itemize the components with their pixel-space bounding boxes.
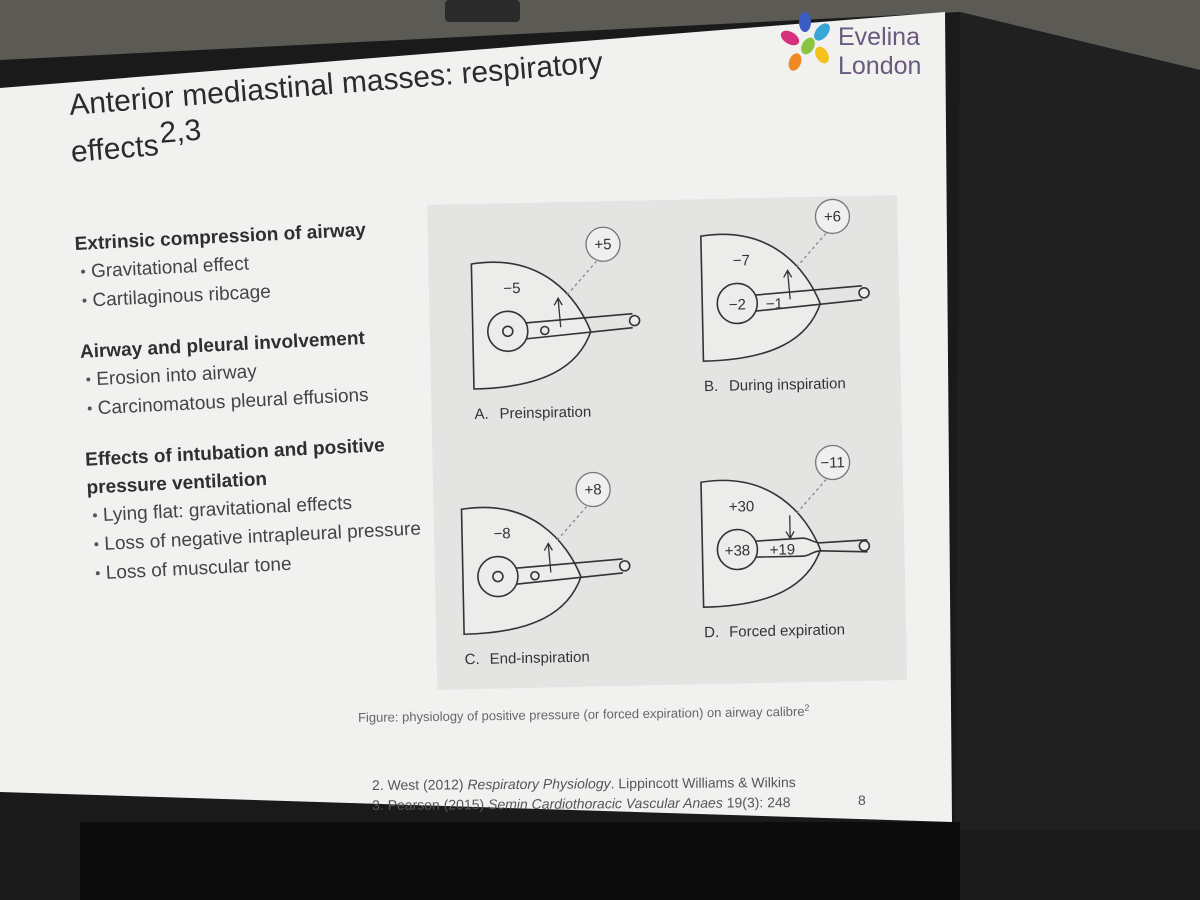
title-superscript: 2,3 [158,114,202,150]
panel-letter: C. [464,651,479,668]
alveolus [716,528,759,571]
arrow [785,515,795,540]
reference-part: 19(3): 248 [723,794,791,810]
reference-part: 3. Pearson (2015) [372,796,488,813]
bullet-dot [82,298,87,303]
reference: 2. West (2012) Respiratory Physiology. L… [372,774,796,793]
dashed-line [796,479,827,514]
logo-petal [814,23,830,41]
airway [755,537,868,558]
diagram: −11 +30 +38 +19 D. Forced expiration [700,444,871,641]
panel-caption: Preinspiration [499,404,591,423]
alveolus-marker [492,570,504,583]
bullet-dot [94,542,99,547]
reference-part: . Lippincott Williams & Wilkins [611,774,796,791]
airway [515,558,623,585]
arrow [553,296,563,328]
figure: +5 −5 A. Preinspiration +6 −7 −2 −1 B. During ins… [427,195,908,690]
diagram: +5 −5 A. Preinspiration [470,226,641,423]
outside-pressure: +6 [824,208,841,225]
logo: Evelina London [780,12,921,80]
panel-caption: End-inspiration [489,649,589,668]
panel-letter: D. [704,624,719,641]
logo-petal [788,53,802,71]
logo-petal [799,12,811,32]
caption-sup: 2 [804,703,809,713]
outside-pressure: +5 [594,236,611,253]
pleural-pressure: −5 [503,280,520,297]
logo-text: London [838,52,921,80]
bullet-dot [81,269,86,274]
arrow [783,269,793,300]
airway-end [628,314,641,327]
screen-frame [955,12,1200,830]
dashed-line [566,260,597,296]
figure-caption: Figure: physiology of positive pressure … [358,703,810,725]
panel-letter: A. [474,406,489,423]
pleural-pressure: +30 [729,498,755,516]
panel-letter: B. [704,378,719,395]
bullet-dot [86,377,91,382]
outside-pressure: −11 [820,454,845,472]
arrow [543,542,553,573]
diagram: +6 −7 −2 −1 B. During inspiration [700,198,870,395]
bullet-dot [92,513,97,518]
references: 2. West (2012) Respiratory Physiology. L… [372,774,796,813]
pressure-circle [814,444,851,481]
reference-part: 2. West (2012) [372,776,468,793]
diagram: +8 −8 C. End-inspiration [460,471,631,668]
logo-petal [815,46,829,64]
airway-end [858,540,871,552]
page-number: 8 [858,792,866,808]
alveolus [716,282,759,325]
airway-marker [539,325,550,336]
logo-text: Evelina [838,23,920,51]
outside-pressure: +8 [584,481,601,498]
logo-petal [780,30,800,46]
logo-petal [801,37,815,55]
camera [445,0,520,22]
alveolus [477,555,519,598]
airway [755,285,863,312]
title-line: effects [70,129,160,169]
reference: 3. Pearson (2015) Semin Cardiothoracic V… [372,794,791,813]
caption-text: Figure: physiology of positive pressure … [358,704,805,725]
pleural-pressure: −7 [733,252,750,269]
caption: Figure: physiology of positive pressure … [358,703,810,725]
wall [0,0,1200,70]
alveolus-marker [501,325,514,338]
foreground [80,822,960,900]
panel-caption: Forced expiration [729,621,845,640]
reference-part: Semin Cardiothoracic Vascular Anaes [488,795,723,813]
airway-marker [530,570,540,581]
airway-pressure: −1 [766,296,783,313]
alveolus [486,310,529,353]
alveolar-pressure: −2 [729,296,746,313]
airway-end [618,560,631,572]
dashed-line [796,233,827,268]
pressure-circle [814,198,851,235]
dashed-line [556,506,587,541]
pressure-circle [575,471,611,508]
bullet-dot [87,406,92,411]
panel-caption: During inspiration [729,375,846,394]
pleural-pressure: −8 [493,525,510,542]
pressure-circle [585,226,621,262]
airway-end [858,286,870,299]
pleura [700,479,822,609]
bullet-dot [95,571,100,576]
airway-pressure: +19 [770,541,796,559]
airway [525,312,633,340]
reference-part: Respiratory Physiology [467,775,611,792]
alveolar-pressure: +38 [725,542,751,560]
